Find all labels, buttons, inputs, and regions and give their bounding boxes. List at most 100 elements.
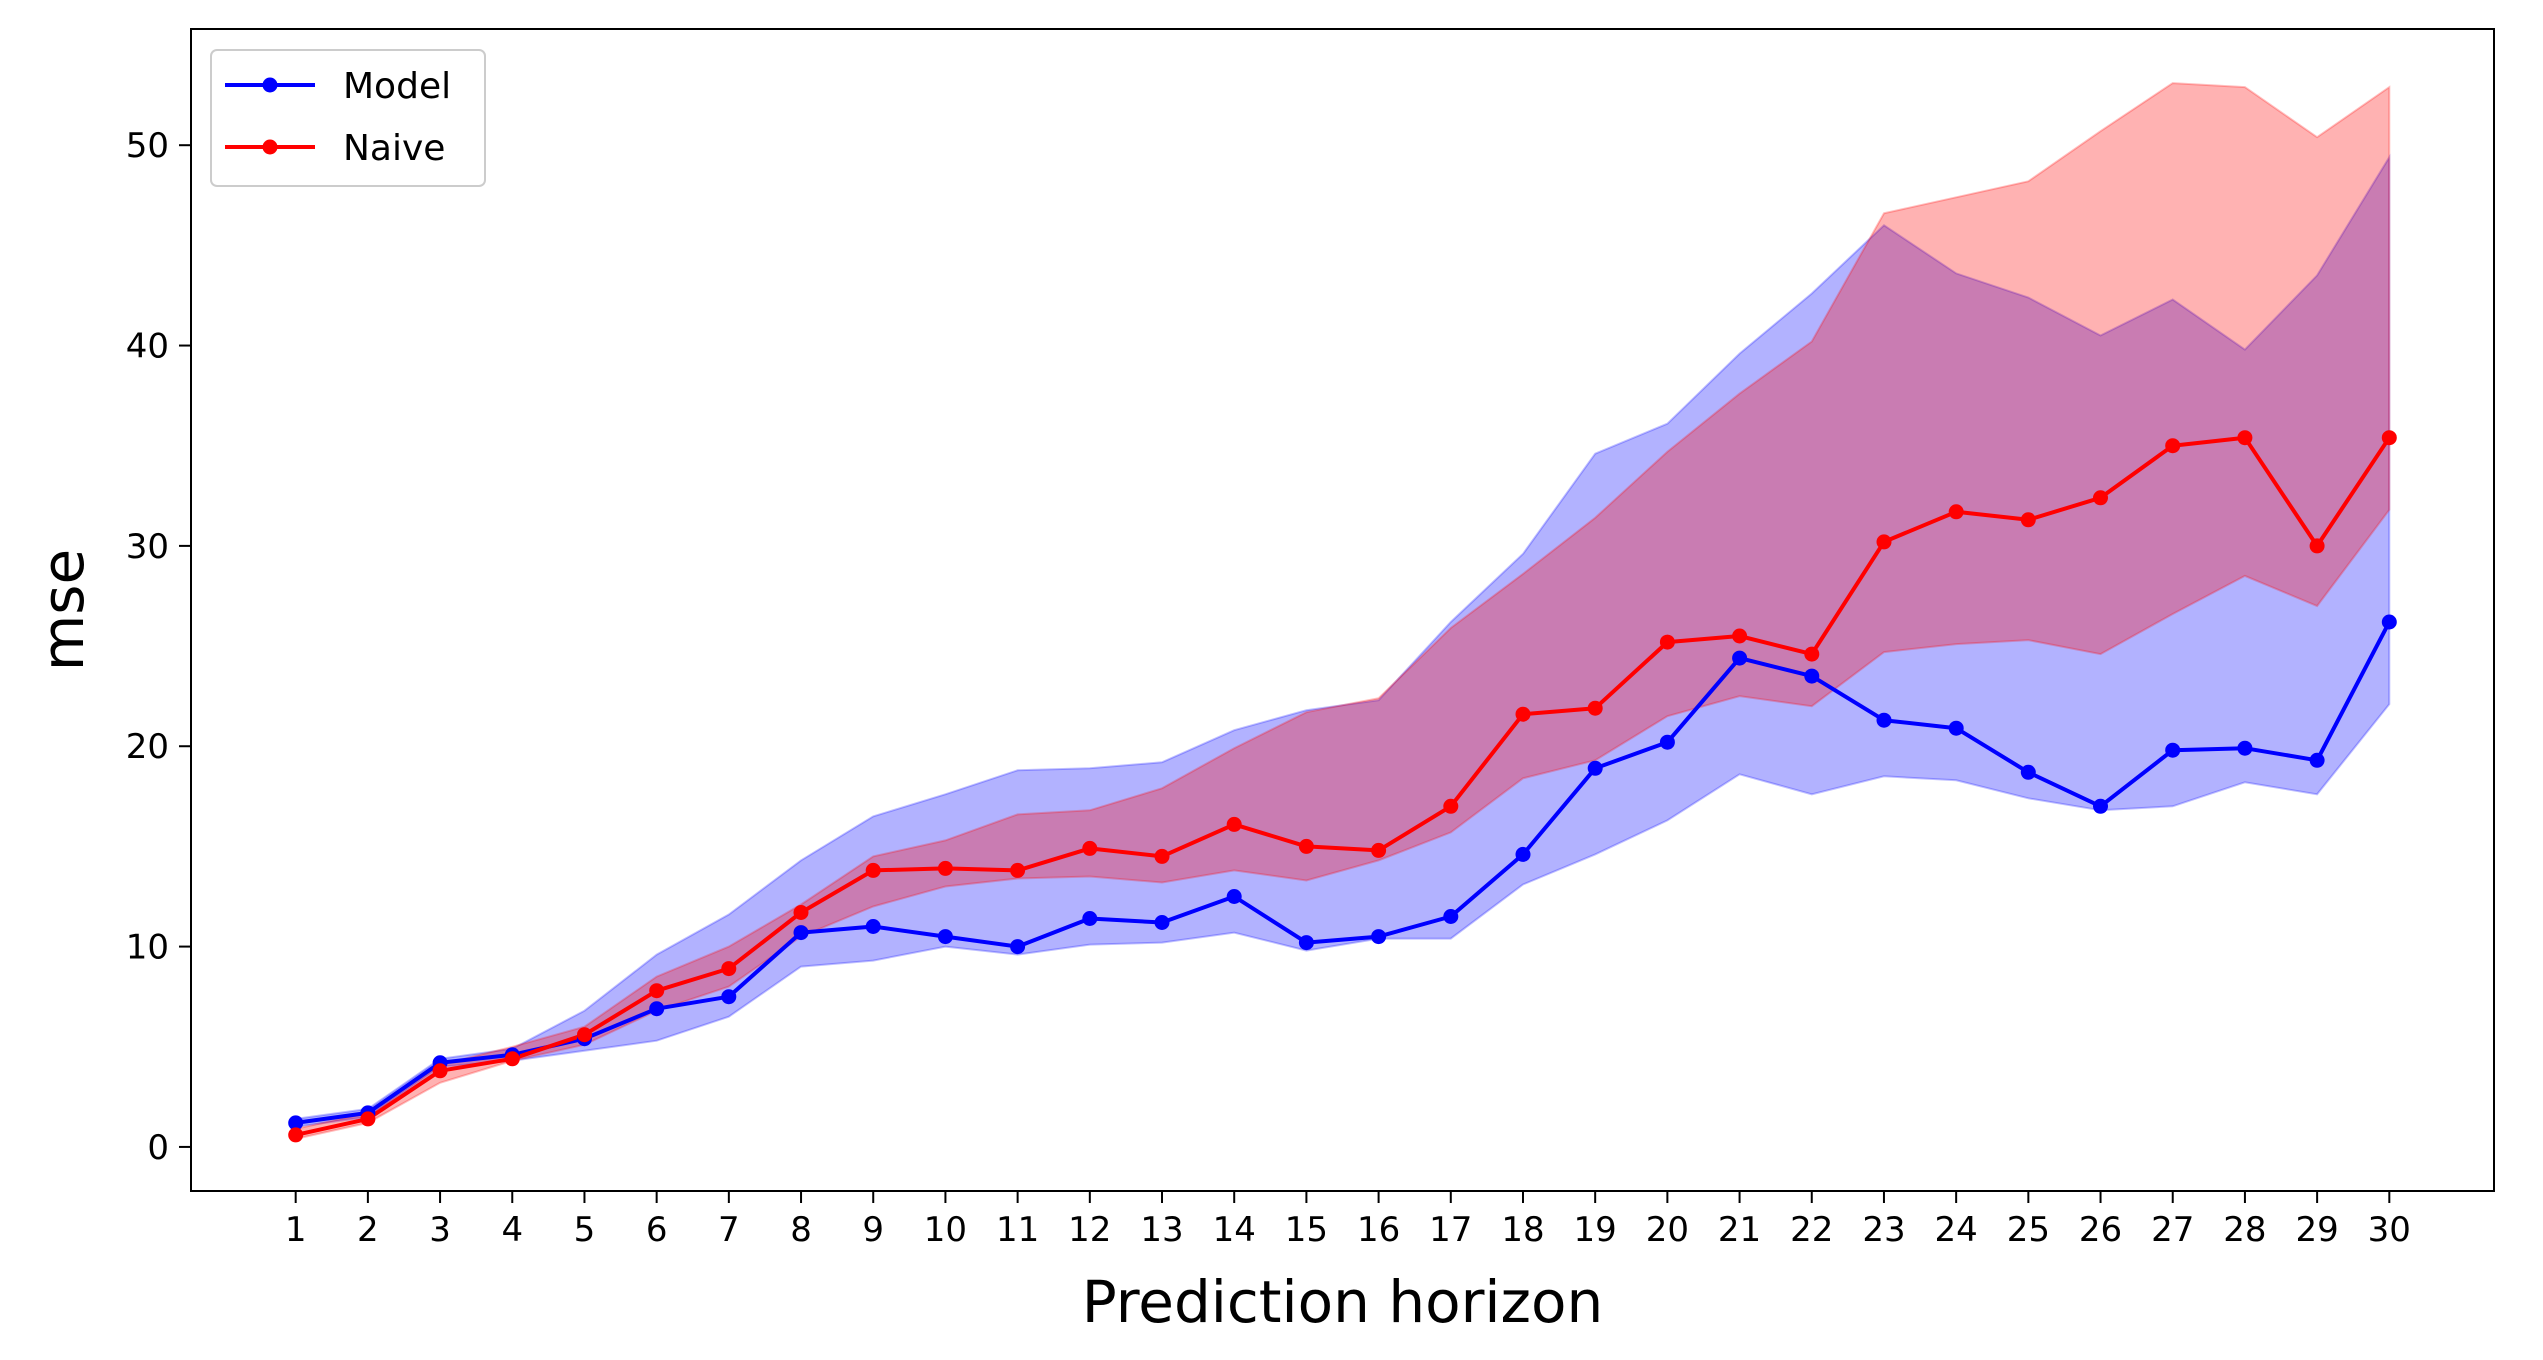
x-tick-label: 17 [1429, 1210, 1472, 1250]
legend-marker-naive [262, 139, 278, 155]
x-tick-label: 16 [1357, 1210, 1400, 1250]
x-tick-label: 15 [1285, 1210, 1328, 1250]
point-model-9 [865, 919, 881, 934]
x-tick-label: 29 [2295, 1210, 2338, 1250]
point-model-14 [1226, 889, 1242, 904]
x-tick-label: 13 [1140, 1210, 1183, 1250]
point-model-6 [649, 1001, 665, 1017]
y-axis-title: mse [29, 549, 97, 671]
point-naive-30 [2381, 430, 2397, 446]
point-naive-20 [1659, 634, 1675, 650]
x-tick-label: 25 [2007, 1210, 2050, 1250]
x-tick-label: 27 [2151, 1210, 2194, 1250]
plot-frame [190, 28, 2495, 1192]
point-naive-21 [1732, 628, 1748, 644]
point-naive-25 [2020, 512, 2036, 528]
point-naive-13 [1154, 848, 1170, 864]
band-model [294, 153, 2391, 1129]
x-tick-label: 23 [1862, 1210, 1905, 1250]
point-naive-11 [1010, 862, 1026, 878]
y-axis: 0 10 20 30 40 50 [126, 126, 191, 1168]
x-tick-label: 8 [790, 1210, 812, 1250]
point-model-7 [721, 989, 737, 1005]
x-tick-label: 30 [2368, 1210, 2411, 1250]
point-model-17 [1443, 909, 1459, 924]
point-naive-12 [1082, 840, 1098, 856]
point-model-10 [937, 929, 953, 945]
point-naive-22 [1804, 646, 1820, 662]
x-tick-label: 9 [862, 1210, 884, 1250]
y-tick-label: 10 [126, 928, 169, 968]
legend-label-model: Model [343, 66, 451, 107]
point-model-29 [2309, 752, 2325, 768]
point-naive-5 [577, 1027, 592, 1043]
point-naive-6 [649, 983, 665, 999]
band-naive [294, 82, 2391, 1141]
series-line-naive [295, 435, 2391, 1137]
x-tick-label: 11 [996, 1210, 1039, 1250]
point-naive-2 [360, 1111, 376, 1127]
x-axis: 1 2 3 4 5 6 7 8 9 10 11 12 13 14 15 16 17 18 19 20 21 22 23 24 2… [285, 1191, 2411, 1250]
legend-marker-model [262, 77, 278, 93]
series-line-model [295, 621, 2392, 1125]
x-tick-label: 2 [357, 1210, 379, 1250]
point-model-11 [1010, 939, 1026, 955]
point-model-21 [1732, 650, 1748, 666]
point-model-28 [2237, 740, 2253, 756]
point-model-16 [1371, 929, 1387, 945]
point-naive-28 [2237, 430, 2253, 446]
y-tick-label: 30 [126, 527, 169, 567]
point-model-23 [1876, 712, 1892, 728]
x-tick-label: 22 [1790, 1210, 1833, 1250]
point-naive-26 [2093, 490, 2108, 506]
x-tick-label: 20 [1646, 1210, 1689, 1250]
series-points [288, 430, 2397, 1143]
x-tick-label: 28 [2223, 1210, 2266, 1250]
point-naive-7 [721, 961, 737, 977]
point-naive-14 [1226, 816, 1242, 832]
point-model-1 [288, 1115, 304, 1131]
point-model-18 [1515, 846, 1531, 862]
point-model-26 [2093, 798, 2108, 814]
x-tick-label: 7 [718, 1210, 740, 1250]
x-tick-label: 24 [1935, 1210, 1978, 1250]
y-tick-label: 0 [147, 1128, 169, 1168]
x-tick-label: 5 [574, 1210, 596, 1250]
point-naive-17 [1443, 798, 1459, 814]
point-naive-1 [288, 1127, 304, 1143]
point-naive-19 [1587, 700, 1603, 716]
x-tick-label: 1 [285, 1210, 307, 1250]
series-lines [295, 435, 2392, 1137]
point-model-30 [2381, 614, 2397, 630]
point-model-20 [1659, 734, 1675, 750]
point-naive-10 [937, 860, 953, 876]
point-naive-8 [793, 905, 809, 920]
point-model-27 [2165, 742, 2181, 758]
y-tick-label: 40 [126, 327, 169, 367]
point-naive-16 [1371, 842, 1387, 858]
x-tick-label: 10 [924, 1210, 967, 1250]
point-naive-18 [1515, 706, 1531, 722]
point-naive-29 [2309, 538, 2325, 554]
x-tick-label: 21 [1718, 1210, 1761, 1250]
point-model-12 [1082, 911, 1098, 926]
y-tick-label: 50 [126, 126, 169, 166]
x-tick-label: 6 [646, 1210, 668, 1250]
point-model-25 [2020, 764, 2036, 780]
point-model-22 [1804, 668, 1820, 684]
point-naive-9 [865, 862, 881, 878]
confidence-bands [294, 82, 2391, 1141]
point-model-24 [1948, 720, 1964, 736]
point-model-19 [1587, 760, 1603, 776]
x-tick-label: 3 [429, 1210, 451, 1250]
point-naive-3 [432, 1063, 448, 1079]
x-tick-label: 4 [501, 1210, 523, 1250]
x-tick-label: 12 [1068, 1210, 1111, 1250]
point-model-13 [1154, 915, 1170, 930]
x-tick-label: 26 [2079, 1210, 2122, 1250]
legend-label-naive: Naive [343, 128, 445, 169]
point-naive-23 [1876, 534, 1892, 550]
x-tick-label: 19 [1574, 1210, 1617, 1250]
y-tick-label: 20 [126, 727, 169, 767]
